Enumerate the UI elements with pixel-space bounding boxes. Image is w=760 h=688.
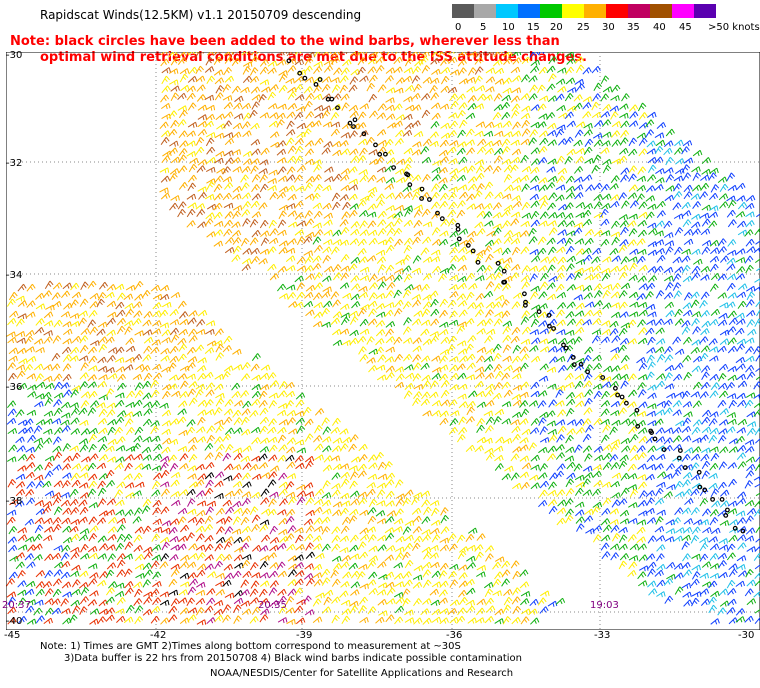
legend-swatch-8: [628, 4, 654, 18]
quality-circles: [286, 58, 746, 534]
lon-label-30: -30: [738, 630, 755, 641]
footnote-line2: 3)Data buffer is 22 hrs from 20150708 4)…: [64, 653, 522, 664]
legend-label-10: 10: [502, 22, 515, 33]
legend-label-5: 5: [480, 22, 487, 33]
legend-label-15: 15: [527, 22, 540, 33]
wind-barb-map: [5, 46, 760, 631]
time-label-3: 19:03: [590, 600, 619, 611]
legend-swatch-9: [650, 4, 676, 18]
lon-label-39: -39: [296, 630, 313, 641]
legend-label-30: 30: [602, 22, 615, 33]
map-title: Rapidscat Winds(12.5KM) v1.1 20150709 de…: [40, 8, 362, 22]
lat-label-32: -32: [6, 158, 23, 169]
legend-swatch-7: [606, 4, 632, 18]
lon-label-42: -42: [150, 630, 167, 641]
legend-label-0: 0: [455, 22, 462, 33]
legend-swatch-1: [474, 4, 500, 18]
lon-label-36: -36: [446, 630, 463, 641]
time-label-1: 20:37: [2, 600, 31, 611]
legend-label-45: 45: [679, 22, 692, 33]
legend-swatch-11: [694, 4, 716, 18]
legend-swatch-3: [518, 4, 544, 18]
legend-swatch-2: [496, 4, 522, 18]
lat-label-38: -38: [6, 496, 23, 507]
legend-label-40: 40: [653, 22, 666, 33]
lon-label-33: -33: [594, 630, 611, 641]
legend-swatch-6: [584, 4, 610, 18]
legend-label-35: 35: [627, 22, 640, 33]
legend-swatch-4: [540, 4, 566, 18]
time-label-2: 20:35: [258, 600, 287, 611]
legend-label-20: 20: [550, 22, 563, 33]
legend-swatch-5: [562, 4, 588, 18]
legend-swatch-10: [672, 4, 698, 18]
lon-label-45: -45: [4, 630, 21, 641]
legend-label-50: >50 knots: [708, 22, 760, 33]
legend-label-25: 25: [577, 22, 590, 33]
lat-label-36: -36: [6, 382, 23, 393]
wind-barb-map-canvas: [5, 46, 760, 631]
attitude-note-line1: Note: black circles have been added to t…: [10, 34, 560, 49]
legend-swatch-0: [452, 4, 478, 18]
footnote-line1: Note: 1) Times are GMT 2)Times along bot…: [40, 641, 461, 652]
lat-label-40: -40: [6, 616, 23, 627]
wind-barbs: [6, 46, 760, 626]
lat-label-34: -34: [6, 270, 23, 281]
lat-label-30: -30: [6, 50, 23, 61]
credit-line: NOAA/NESDIS/Center for Satellite Applica…: [210, 668, 514, 679]
